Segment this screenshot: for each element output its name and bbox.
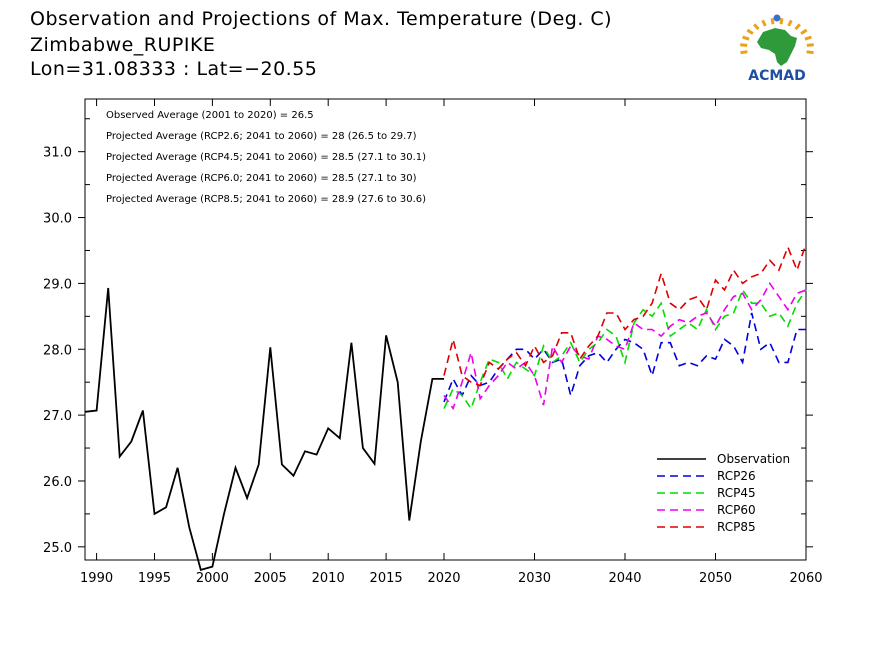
sun-ray bbox=[806, 43, 814, 47]
legend-label-rcp60: RCP60 bbox=[717, 503, 756, 517]
sun-ray bbox=[742, 35, 750, 41]
sun-ray bbox=[753, 23, 760, 31]
annotation-text: Projected Average (RCP6.0; 2041 to 2060)… bbox=[106, 173, 417, 184]
annotation-text: Projected Average (RCP8.5; 2041 to 2060)… bbox=[106, 194, 426, 205]
station-name: Zimbabwe_RUPIKE bbox=[30, 34, 216, 56]
logo-text: ACMAD bbox=[748, 68, 806, 84]
chart-title: Observation and Projections of Max. Temp… bbox=[30, 8, 613, 30]
x-tick-label: 2040 bbox=[608, 571, 641, 586]
sun-ray bbox=[787, 19, 793, 27]
y-tick-label: 27.0 bbox=[43, 409, 72, 424]
x-tick-label: 2015 bbox=[370, 571, 403, 586]
sun-ray bbox=[804, 35, 812, 41]
legend-label-rcp45: RCP45 bbox=[717, 486, 756, 500]
acmad-logo: ACMAD bbox=[740, 14, 814, 84]
y-tick-label: 31.0 bbox=[43, 146, 72, 161]
series-line-observation bbox=[84, 287, 444, 572]
annotation-text: Projected Average (RCP2.6; 2041 to 2060)… bbox=[106, 131, 417, 142]
series-line-rcp45 bbox=[443, 288, 807, 411]
x-tick-label: 2020 bbox=[427, 571, 460, 586]
y-tick-label: 29.0 bbox=[43, 277, 72, 292]
sun-ray bbox=[740, 43, 748, 47]
sun-ray bbox=[770, 18, 775, 25]
plot-frame bbox=[84, 98, 807, 561]
sun-rays-icon bbox=[740, 18, 814, 55]
annotation-text: Projected Average (RCP4.5; 2041 to 2060)… bbox=[106, 152, 426, 163]
x-tick-label: 2000 bbox=[196, 571, 229, 586]
sun-ray bbox=[761, 19, 767, 27]
series-line-rcp85 bbox=[443, 243, 807, 387]
x-tick-label: 2050 bbox=[699, 571, 732, 586]
x-tick-label: 1990 bbox=[80, 571, 113, 586]
sun-ray bbox=[806, 50, 814, 55]
y-tick-label: 25.0 bbox=[43, 541, 72, 556]
series-line-rcp26 bbox=[443, 312, 806, 403]
station-coordinates: Lon=31.08333 : Lat=−20.55 bbox=[30, 58, 318, 80]
legend-label-observation: Observation bbox=[717, 452, 790, 466]
x-tick-label: 1995 bbox=[138, 571, 171, 586]
series-line-rcp60 bbox=[443, 281, 807, 411]
africa-map-icon bbox=[757, 28, 797, 66]
x-tick-label: 2060 bbox=[789, 571, 822, 586]
y-tick-label: 28.0 bbox=[43, 343, 72, 358]
legend-label-rcp85: RCP85 bbox=[717, 520, 756, 534]
sun-ray bbox=[746, 28, 754, 35]
x-tick-label: 2010 bbox=[312, 571, 345, 586]
x-tick-label: 2030 bbox=[518, 571, 551, 586]
annotation-text: Observed Average (2001 to 2020) = 26.5 bbox=[106, 110, 314, 121]
sun-ray bbox=[740, 50, 748, 55]
x-tick-label: 2005 bbox=[254, 571, 287, 586]
sun-ray bbox=[800, 28, 808, 35]
sun-ray bbox=[794, 23, 801, 31]
sun-ray bbox=[779, 18, 784, 25]
y-tick-label: 26.0 bbox=[43, 475, 72, 490]
water-drop-icon bbox=[773, 14, 781, 22]
y-tick-label: 30.0 bbox=[43, 212, 72, 227]
legend-label-rcp26: RCP26 bbox=[717, 469, 756, 483]
